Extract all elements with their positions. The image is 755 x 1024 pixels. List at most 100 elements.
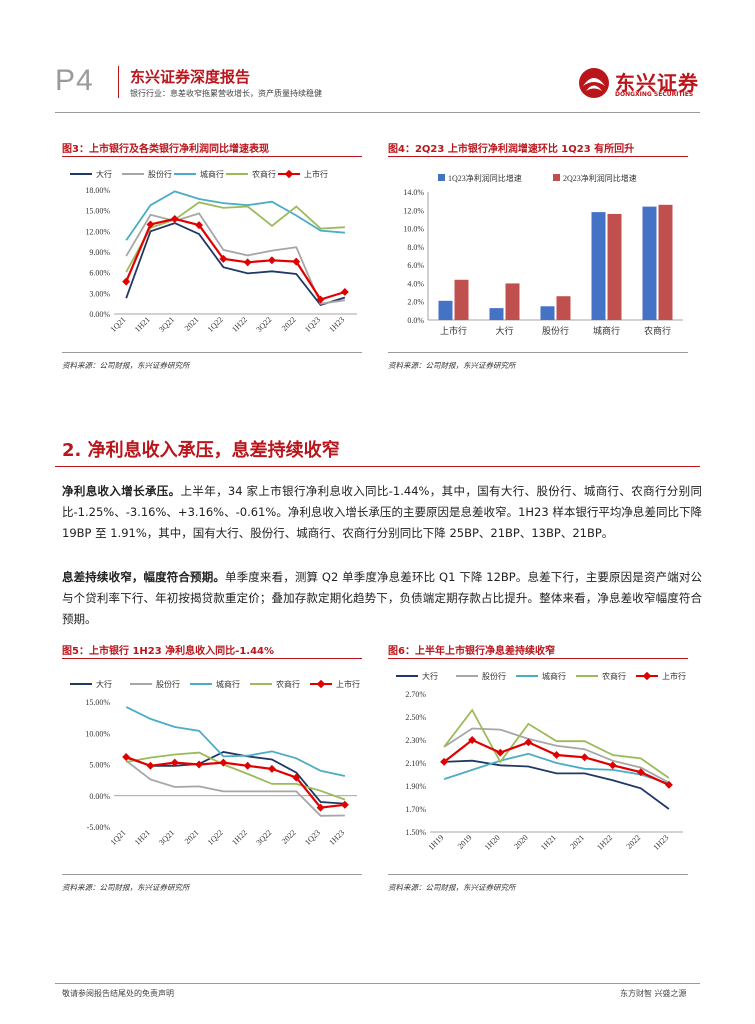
legend-label-0: 大行 [422, 671, 438, 681]
y-tick-label: 0.00% [89, 310, 110, 319]
bar [591, 212, 606, 320]
data-point [243, 761, 252, 770]
y-tick-label: 6.00% [89, 269, 110, 278]
bar [505, 283, 520, 320]
legend-label-0: 1Q23净利润同比增速 [448, 173, 522, 183]
x-tick-label: 1Q22 [206, 315, 225, 334]
data-point [122, 277, 131, 286]
y-tick-label: -5.00% [87, 823, 111, 832]
y-tick-label: 6.0% [407, 261, 424, 270]
series-line-1 [125, 212, 346, 305]
data-point [292, 257, 301, 266]
fig4-source: 资料来源：公司财报，东兴证券研究所 [388, 361, 516, 370]
y-tick-label: 2.30% [405, 736, 426, 745]
x-tick-label: 2021 [568, 833, 586, 851]
bar [438, 300, 453, 320]
fig6-bottom-rule [388, 874, 688, 875]
paragraph-1-text: 上半年，34 家上市银行净利息收入同比-1.44%，其中，国有大行、股份行、城商… [62, 484, 703, 540]
legend-marker-4 [316, 679, 326, 689]
y-tick-label: 2.50% [405, 713, 426, 722]
x-tick-label: 1H19 [427, 833, 446, 852]
x-tick-label: 1H21 [133, 828, 152, 847]
legend-label-1: 股份行 [482, 671, 506, 681]
bar [540, 306, 555, 320]
legend-label-0: 大行 [96, 679, 112, 689]
legend-swatch-0 [438, 174, 445, 181]
x-tick-label: 1Q21 [109, 315, 128, 334]
x-tick-label: 1H21 [133, 315, 152, 334]
x-tick-label: 2022 [280, 828, 298, 846]
fig6-rule [388, 658, 688, 659]
x-tick-label: 股份行 [542, 325, 569, 336]
footer-rule [55, 983, 700, 984]
bar [556, 296, 571, 320]
data-point [608, 761, 617, 770]
page-number: P4 [55, 64, 94, 97]
x-tick-label: 1H21 [539, 833, 558, 852]
data-point [122, 753, 131, 761]
report-title: 东兴证券深度报告 [130, 68, 251, 86]
fig5-bottom-rule [62, 874, 362, 875]
fig6-source: 资料来源：公司财报，东兴证券研究所 [388, 883, 516, 892]
legend-label-3: 农商行 [276, 679, 300, 689]
data-point [170, 214, 179, 223]
x-tick-label: 2022 [280, 315, 298, 333]
y-tick-label: 1.70% [405, 805, 426, 814]
paragraph-1: 净利息收入增长承压。上半年，34 家上市银行净利息收入同比-1.44%，其中，国… [62, 481, 702, 544]
x-tick-label: 1H22 [595, 833, 614, 852]
fig6-title: 图6：上半年上市银行净息差持续收窄 [388, 646, 555, 657]
fig4-rule [388, 156, 688, 157]
y-tick-label: 1.50% [405, 828, 426, 837]
y-tick-label: 9.00% [89, 248, 110, 257]
x-tick-label: 2021 [183, 828, 201, 846]
x-tick-label: 1Q21 [109, 828, 128, 847]
y-tick-label: 0.0% [407, 316, 424, 325]
fig5-title: 图5：上市银行 1H23 净利息收入同比-1.44% [62, 646, 275, 657]
fig4-title: 图4：2Q23 上市银行净利润增速环比 1Q23 有所回升 [388, 144, 635, 155]
report-subtitle: 银行行业：息差收窄拖累营收增长，资产质量持续稳健 [130, 89, 322, 98]
series-line-2 [125, 706, 346, 777]
bar [489, 308, 504, 320]
legend-label-4: 上市行 [304, 169, 328, 179]
legend-label-2: 城商行 [216, 679, 240, 689]
data-point [340, 287, 349, 296]
y-tick-label: 2.10% [405, 759, 426, 768]
legend-label-0: 大行 [96, 169, 112, 179]
series-line-4 [125, 217, 346, 301]
series-line-2 [443, 752, 670, 785]
fig5-source: 资料来源：公司财报，东兴证券研究所 [62, 883, 190, 892]
x-tick-label: 1H22 [230, 828, 249, 847]
y-tick-label: 10.0% [403, 225, 424, 234]
data-point [146, 761, 155, 770]
x-tick-label: 大行 [495, 325, 513, 336]
y-tick-label: 2.0% [407, 298, 424, 307]
legend-label-1: 股份行 [148, 169, 172, 179]
section-title: 2. 净利息收入承压，息差持续收窄 [62, 440, 340, 461]
legend-label-2: 城商行 [542, 671, 566, 681]
fig3-source: 资料来源：公司财报，东兴证券研究所 [62, 361, 190, 370]
fig3-title: 图3：上市银行及各类银行净利润同比增速表现 [62, 144, 269, 155]
x-tick-label: 2019 [456, 833, 474, 851]
x-tick-label: 1H23 [651, 833, 670, 852]
header-divider [118, 66, 119, 98]
data-point [580, 753, 589, 762]
x-tick-label: 1H23 [327, 315, 346, 334]
x-tick-label: 2020 [512, 833, 530, 851]
x-tick-label: 3Q22 [254, 828, 273, 847]
legend-label-1: 股份行 [156, 679, 180, 689]
section-rule [55, 466, 700, 467]
data-point [552, 750, 561, 759]
y-tick-label: 12.0% [403, 206, 424, 215]
x-tick-label: 1Q22 [206, 828, 225, 847]
legend-swatch-1 [553, 174, 560, 181]
paragraph-2: 息差持续收窄，幅度符合预期。单季度来看，测算 Q2 单季度净息差环比 Q1 下降… [62, 567, 702, 630]
data-point [243, 258, 252, 267]
x-tick-label: 1H20 [483, 833, 502, 852]
paragraph-2-lead: 息差持续收窄，幅度符合预期。 [62, 570, 225, 584]
footer-slogan: 东方财智 兴盛之源 [620, 989, 687, 998]
x-tick-label: 3Q21 [157, 828, 176, 847]
data-point [267, 764, 276, 773]
header-rule [55, 112, 700, 113]
fig3-rule [62, 156, 362, 157]
y-tick-label: 2.70% [405, 690, 426, 699]
